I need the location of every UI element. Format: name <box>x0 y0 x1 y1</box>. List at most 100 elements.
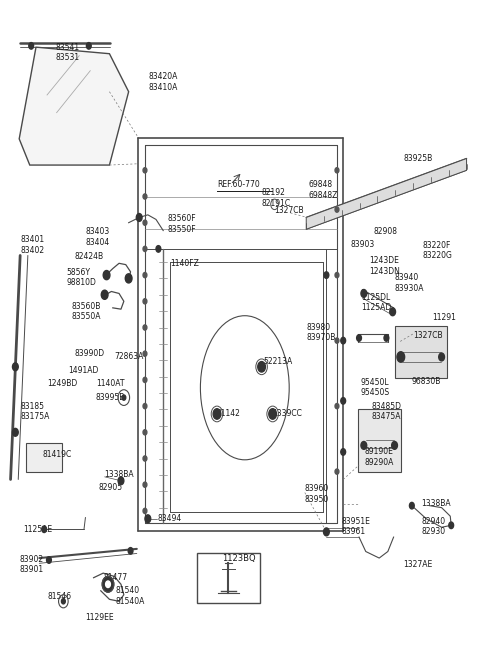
Circle shape <box>29 43 34 49</box>
Circle shape <box>143 272 147 278</box>
Circle shape <box>143 194 147 199</box>
Circle shape <box>341 449 346 455</box>
Circle shape <box>143 246 147 252</box>
Text: 1125DL
1125AD: 1125DL 1125AD <box>361 293 391 312</box>
Text: 1327CB: 1327CB <box>413 331 443 340</box>
FancyBboxPatch shape <box>197 553 260 603</box>
Circle shape <box>143 351 147 356</box>
Circle shape <box>269 409 276 419</box>
Circle shape <box>12 363 18 371</box>
Text: 52213A: 52213A <box>263 357 292 366</box>
Text: 1338BA: 1338BA <box>105 470 134 479</box>
Circle shape <box>357 335 361 341</box>
Circle shape <box>103 271 110 280</box>
Text: 83494: 83494 <box>157 514 182 523</box>
Text: 1243DE
1243DN: 1243DE 1243DN <box>370 256 400 276</box>
Text: 96830B: 96830B <box>412 377 441 386</box>
Text: 95450L
95450S: 95450L 95450S <box>361 378 390 398</box>
Text: 82908: 82908 <box>373 227 397 236</box>
Circle shape <box>335 403 339 409</box>
Circle shape <box>156 246 161 252</box>
Circle shape <box>361 290 367 297</box>
Circle shape <box>102 576 114 592</box>
Text: 83560F
83550F: 83560F 83550F <box>167 214 196 234</box>
Circle shape <box>392 441 397 449</box>
Circle shape <box>341 398 346 404</box>
Text: 83940
83930A: 83940 83930A <box>395 273 424 293</box>
Text: 1339CC: 1339CC <box>273 409 302 419</box>
Text: 83902
83901: 83902 83901 <box>19 555 43 574</box>
Circle shape <box>47 557 51 563</box>
Text: 81540
81540A: 81540 81540A <box>115 586 144 606</box>
Text: 69848
69848Z: 69848 69848Z <box>308 180 337 200</box>
Text: 83995B: 83995B <box>96 393 125 402</box>
Text: 1491AD: 1491AD <box>68 365 98 375</box>
Circle shape <box>42 526 47 533</box>
Text: 83220F
83220G: 83220F 83220G <box>422 240 452 260</box>
Text: 83185
83175A: 83185 83175A <box>20 402 49 421</box>
Circle shape <box>143 325 147 330</box>
Circle shape <box>86 43 91 49</box>
Circle shape <box>397 352 405 362</box>
Circle shape <box>449 522 454 529</box>
Text: 81419C: 81419C <box>42 450 72 459</box>
Text: 11291: 11291 <box>432 312 456 322</box>
Circle shape <box>335 207 339 212</box>
Circle shape <box>213 409 221 419</box>
Text: 1249BD: 1249BD <box>47 379 77 388</box>
Circle shape <box>143 482 147 487</box>
Circle shape <box>125 274 132 283</box>
Text: 83485D
83475A: 83485D 83475A <box>372 402 402 421</box>
Text: 82940
82930: 82940 82930 <box>421 517 445 536</box>
Circle shape <box>128 548 133 554</box>
Text: 83960
83950: 83960 83950 <box>305 484 329 504</box>
Text: 1125AE: 1125AE <box>23 525 52 534</box>
Text: 1140FZ: 1140FZ <box>170 259 199 268</box>
Circle shape <box>143 430 147 435</box>
Text: 82424B: 82424B <box>74 252 104 261</box>
Circle shape <box>118 477 124 485</box>
Circle shape <box>324 528 329 536</box>
Circle shape <box>335 272 339 278</box>
Text: 1123BQ: 1123BQ <box>222 553 255 563</box>
Text: 83990D: 83990D <box>74 349 105 358</box>
Text: 83925B: 83925B <box>403 154 432 163</box>
Text: 83560B
83550A: 83560B 83550A <box>71 302 100 322</box>
Circle shape <box>122 395 126 400</box>
Circle shape <box>61 599 65 604</box>
Text: 83951E
83961: 83951E 83961 <box>342 517 371 536</box>
Text: 1338BA: 1338BA <box>421 498 451 508</box>
FancyBboxPatch shape <box>395 326 447 378</box>
Circle shape <box>143 168 147 173</box>
Text: 1140AT: 1140AT <box>96 379 124 388</box>
Text: 1327AE: 1327AE <box>403 560 432 569</box>
Circle shape <box>335 168 339 173</box>
Text: 83903: 83903 <box>350 240 375 250</box>
FancyBboxPatch shape <box>358 409 401 472</box>
Text: 81546: 81546 <box>47 591 71 601</box>
Text: 5856Y
98810D: 5856Y 98810D <box>66 268 96 288</box>
Text: 72863A: 72863A <box>114 352 144 362</box>
Circle shape <box>258 362 265 372</box>
Circle shape <box>324 272 329 278</box>
Circle shape <box>143 377 147 383</box>
Text: 83541
83531: 83541 83531 <box>55 43 79 62</box>
Circle shape <box>341 337 346 344</box>
Circle shape <box>439 353 444 361</box>
Circle shape <box>101 290 108 299</box>
Text: 83401
83402: 83401 83402 <box>20 235 44 255</box>
Circle shape <box>335 469 339 474</box>
Circle shape <box>390 308 396 316</box>
Circle shape <box>335 338 339 343</box>
Text: 82192
82191C: 82192 82191C <box>262 188 291 208</box>
Circle shape <box>136 214 142 221</box>
Circle shape <box>143 220 147 225</box>
Circle shape <box>409 502 414 509</box>
Circle shape <box>143 299 147 304</box>
FancyBboxPatch shape <box>26 443 62 472</box>
Polygon shape <box>19 47 129 165</box>
Circle shape <box>12 428 18 436</box>
Polygon shape <box>306 159 467 229</box>
Text: 1327CB: 1327CB <box>275 206 304 215</box>
Text: 89190E
89290A: 89190E 89290A <box>365 447 394 467</box>
